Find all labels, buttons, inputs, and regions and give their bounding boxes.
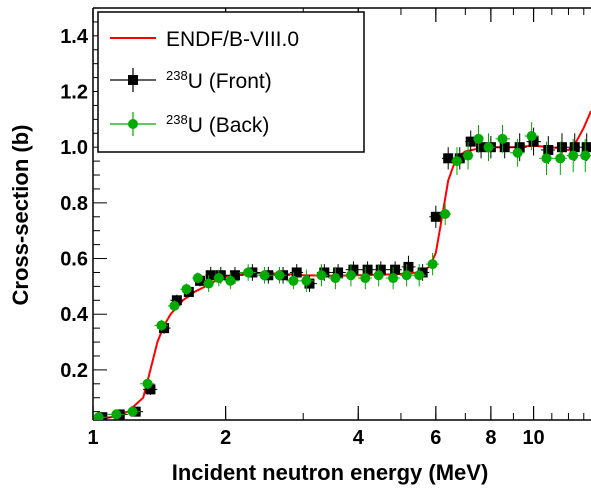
back-data-point [401,270,412,281]
x-tick-label: 8 [485,427,496,449]
front-data-point [556,142,567,153]
back-data-point [541,153,552,164]
back-data-point [512,147,523,158]
x-tick-label: 4 [353,427,365,449]
back-data-point [192,273,203,284]
back-data-point [142,378,153,389]
y-tick-label: 0.4 [60,304,89,326]
front-data-point [403,261,414,272]
legend-box [97,11,365,153]
back-data-point [111,409,122,420]
x-tick-label: 6 [430,427,441,449]
back-data-point [388,273,399,284]
front-series [94,127,591,420]
back-data-point [427,259,438,270]
y-axis: 0.2 0.4 0.6 0.8 1.0 1.2 1.4 [60,21,107,413]
front-data-point [569,142,580,153]
legend-sup-back: 238 [166,112,188,127]
x-tick-label: 1 [87,427,98,449]
back-data-point [360,273,371,284]
legend-sup-front: 238 [166,68,188,83]
front-data-point [528,136,539,147]
front-data-point [514,142,525,153]
back-data-point [316,270,327,281]
front-data-point [476,142,487,153]
back-data-point [169,300,180,311]
y-tick-label: 1.2 [60,82,88,104]
back-data-point [259,270,270,281]
front-data-point [205,270,216,281]
back-data-point [555,153,566,164]
front-data-point [145,384,156,395]
back-data-point [301,275,312,286]
front-data-point [333,267,344,278]
back-data-point [483,142,494,153]
back-data-point [288,275,299,286]
front-data-point [465,136,476,147]
x-tick-label: 2 [220,427,231,449]
front-data-point [443,153,454,164]
x-tick-label: 10 [522,427,544,449]
legend-text-back: U (Back) [188,114,270,137]
back-data-point [526,131,537,142]
front-data-point [581,142,591,153]
front-data-point [390,264,401,275]
y-axis-title: Cross-section (b) [8,125,33,306]
front-data-point [291,267,302,278]
front-data-point [362,264,373,275]
legend-text-front: U (Front) [188,70,272,93]
legend-entry-endf: ENDF/B-VIII.0 [110,28,299,51]
y-tick-label: 0.8 [60,193,88,215]
legend-label-front: 238U (Front) [166,68,272,93]
legend-circle-marker [128,119,138,129]
back-data-point [213,273,224,284]
front-data-point [229,270,240,281]
back-data-point [440,209,451,219]
legend-label-endf: ENDF/B-VIII.0 [166,28,299,51]
back-data-point [243,267,254,278]
legend-entry-front: 238U (Front) [110,68,272,93]
back-data-point [127,406,138,417]
back-data-point [345,270,356,281]
legend: ENDF/B-VIII.0 238U (Front) 238U (Back) [97,11,365,153]
x-axis: 1 2 4 6 8 10 [87,8,585,449]
back-data-point [93,412,104,420]
y-tick-label: 1.4 [60,26,89,48]
back-data-point [580,150,591,161]
back-data-point [497,133,508,144]
data-layer [93,110,591,420]
back-data-point [330,273,341,284]
back-data-point [568,150,579,161]
legend-square-marker [128,75,138,85]
back-data-point [203,278,214,289]
front-data-point [348,264,359,275]
back-data-point [373,270,384,281]
back-data-point [225,275,236,286]
back-data-point [414,270,425,281]
y-tick-label: 0.6 [60,249,88,271]
back-data-point [451,156,462,167]
legend-entry-back: 238U (Back) [110,112,269,137]
back-data-point [274,270,285,281]
back-data-point [463,150,474,161]
back-series [93,122,591,420]
x-axis-title: Incident neutron energy (MeV) [172,460,489,485]
plot-area [92,7,591,421]
front-data-point [171,295,182,306]
back-data-point [181,284,192,295]
y-tick-label: 0.2 [60,360,88,382]
back-data-point [156,320,167,331]
back-data-point [473,133,484,144]
legend-label-back: 238U (Back) [166,112,269,137]
front-data-point [375,264,386,275]
front-data-point [499,142,510,153]
front-data-point [430,211,441,222]
front-data-point [543,144,554,155]
y-tick-label: 1.0 [60,137,88,159]
